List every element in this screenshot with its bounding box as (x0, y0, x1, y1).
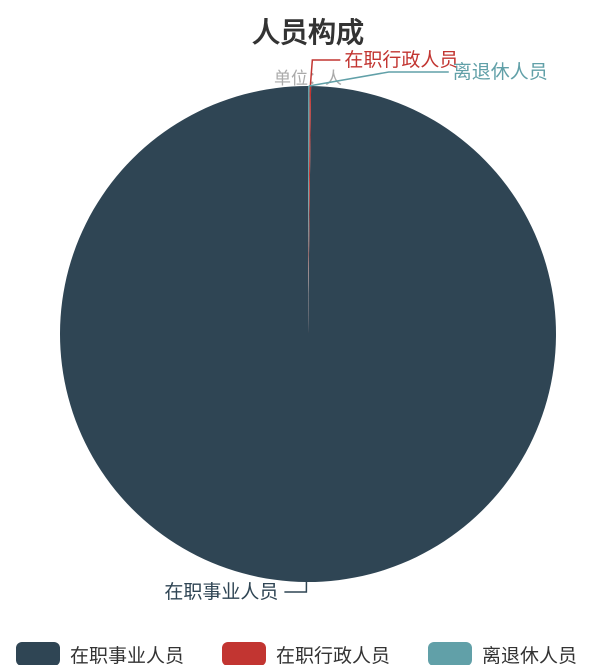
legend-label-1[interactable]: 在职事业人员 (70, 645, 184, 665)
legend-swatch-2[interactable] (222, 642, 266, 665)
leader-line-1 (284, 582, 306, 592)
legend-label-3[interactable]: 离退休人员 (482, 645, 577, 665)
slice-label-2: 在职行政人员 (344, 49, 458, 71)
legend-swatch-1[interactable] (16, 642, 60, 665)
legend-label-2[interactable]: 在职行政人员 (276, 645, 390, 665)
chart-title: 人员构成 (252, 16, 364, 49)
pie-slice-1[interactable] (60, 86, 556, 582)
legend: 在职事业人员 在职行政人员 离退休人员 (16, 642, 577, 665)
slice-label-3: 离退休人员 (453, 61, 548, 83)
legend-swatch-3[interactable] (428, 642, 472, 665)
pie-slices (60, 86, 556, 582)
slice-label-1: 在职事业人员 (164, 581, 278, 603)
